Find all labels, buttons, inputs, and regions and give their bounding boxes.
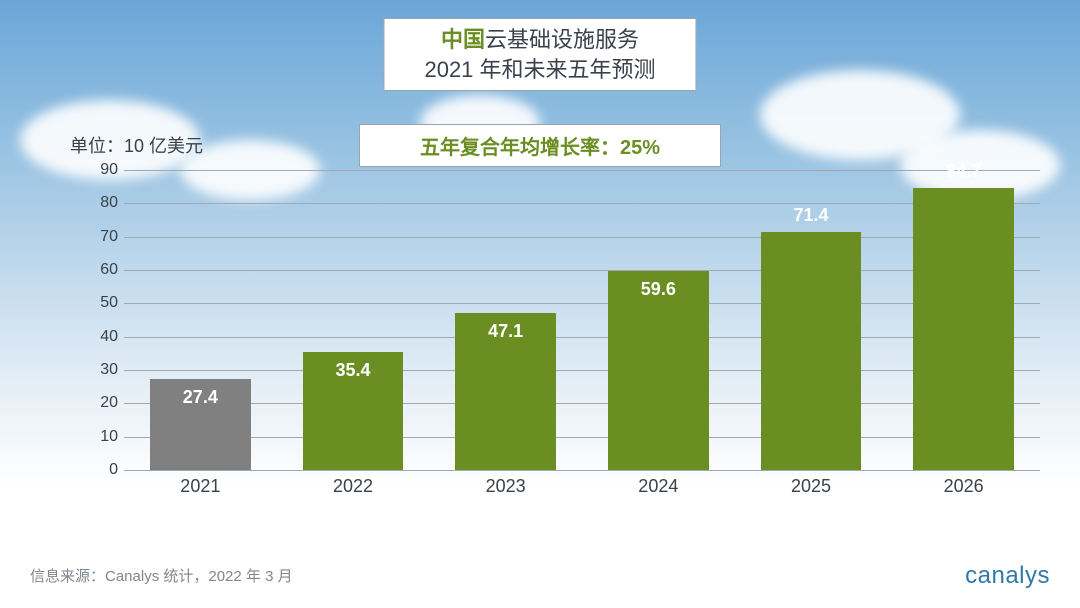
- x-tick-label: 2026: [944, 476, 984, 497]
- y-tick-label: 70: [78, 228, 118, 246]
- bar-value-label: 35.4: [303, 360, 404, 381]
- bar-value-label: 27.4: [150, 387, 251, 408]
- y-tick-label: 50: [78, 294, 118, 312]
- title-box: 中国云基础设施服务 2021 年和未来五年预测: [383, 18, 696, 91]
- title-accent: 中国: [441, 27, 485, 52]
- bar-chart: 010203040506070809027.4202135.4202247.12…: [100, 170, 1040, 500]
- x-tick-label: 2023: [486, 476, 526, 497]
- gridline: [124, 303, 1040, 304]
- y-tick-label: 20: [78, 394, 118, 412]
- bar: 84.7: [913, 188, 1014, 470]
- bar-value-label: 84.7: [913, 161, 1014, 182]
- cagr-text: 五年复合年均增长率：25%: [420, 137, 660, 159]
- x-tick-label: 2025: [791, 476, 831, 497]
- gridline: [124, 337, 1040, 338]
- gridline: [124, 170, 1040, 171]
- bar: 35.4: [303, 352, 404, 470]
- x-tick-label: 2024: [638, 476, 678, 497]
- slide: 中国云基础设施服务 2021 年和未来五年预测 五年复合年均增长率：25% 单位…: [0, 0, 1080, 608]
- plot-area: 010203040506070809027.4202135.4202247.12…: [124, 170, 1040, 470]
- y-tick-label: 80: [78, 194, 118, 212]
- y-tick-label: 60: [78, 261, 118, 279]
- y-tick-label: 0: [78, 461, 118, 479]
- y-axis-unit: 单位：10 亿美元: [70, 132, 203, 158]
- bar: 27.4: [150, 379, 251, 470]
- canalys-icon: [935, 561, 959, 590]
- gridline: [124, 437, 1040, 438]
- x-tick-label: 2021: [180, 476, 220, 497]
- y-tick-label: 90: [78, 161, 118, 179]
- gridline: [124, 203, 1040, 204]
- canalys-logo-text: canalys: [965, 562, 1050, 590]
- gridline: [124, 237, 1040, 238]
- bar: 47.1: [455, 313, 556, 470]
- y-tick-label: 30: [78, 361, 118, 379]
- bar: 71.4: [761, 232, 862, 470]
- title-line-2: 2021 年和未来五年预测: [424, 55, 655, 85]
- gridline: [124, 470, 1040, 471]
- gridline: [124, 370, 1040, 371]
- source-text: 信息来源：Canalys 统计，2022 年 3 月: [30, 565, 293, 586]
- cagr-box: 五年复合年均增长率：25%: [359, 124, 721, 167]
- gridline: [124, 403, 1040, 404]
- bar-value-label: 59.6: [608, 279, 709, 300]
- x-tick-label: 2022: [333, 476, 373, 497]
- title-line-1: 中国云基础设施服务: [424, 25, 655, 55]
- bar-value-label: 71.4: [761, 205, 862, 226]
- bar-value-label: 47.1: [455, 321, 556, 342]
- canalys-logo: canalys: [935, 561, 1050, 590]
- gridline: [124, 270, 1040, 271]
- y-tick-label: 40: [78, 328, 118, 346]
- bar: 59.6: [608, 271, 709, 470]
- title-rest: 云基础设施服务: [485, 27, 639, 52]
- y-tick-label: 10: [78, 428, 118, 446]
